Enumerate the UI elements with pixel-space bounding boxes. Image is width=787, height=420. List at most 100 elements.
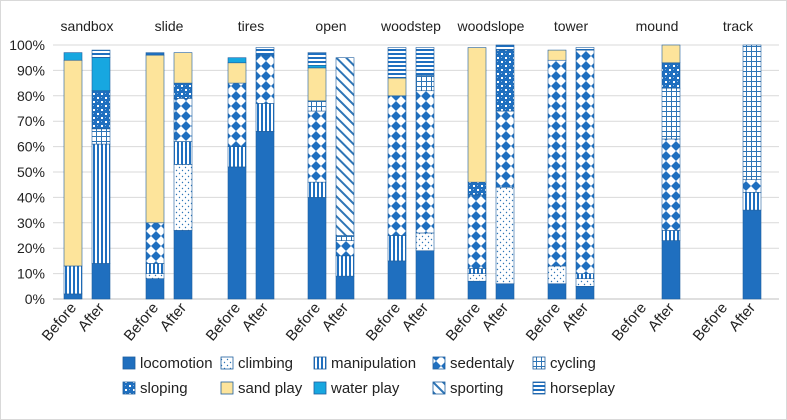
bar-segment xyxy=(173,164,193,231)
y-axis-ticks: 0% 10% 20% 30% 40% 50% 60% 70% 80% 90% 100% xyxy=(9,37,45,307)
category-label: After xyxy=(645,300,678,335)
bar-segment xyxy=(415,250,435,300)
bar-segment xyxy=(467,47,487,183)
group-label: slide xyxy=(155,18,184,34)
legend-swatch-sporting xyxy=(432,381,446,395)
group-label: tower xyxy=(554,18,589,34)
bar-segment xyxy=(91,263,111,300)
legend-label-climbing: climbing xyxy=(238,355,293,372)
bar-segment xyxy=(467,181,487,196)
bar-segment xyxy=(661,44,681,64)
bar-segment xyxy=(307,110,327,183)
bar-segment xyxy=(307,65,327,69)
category-label: Before xyxy=(443,300,484,345)
category-label: After xyxy=(157,300,190,335)
bar-segment xyxy=(547,265,567,285)
bar-segment xyxy=(227,82,247,147)
bar-segment xyxy=(467,280,487,300)
category-label: Before xyxy=(690,300,731,345)
legend-swatch-horseplay xyxy=(532,381,546,395)
bar-segment xyxy=(495,186,515,285)
y-tick-label: 20% xyxy=(17,240,45,256)
legend-label-sporting: sporting xyxy=(450,380,503,397)
y-tick-label: 80% xyxy=(17,88,45,104)
bar-segment xyxy=(227,62,247,84)
bar-segment xyxy=(495,49,515,112)
bar-segment xyxy=(145,273,165,279)
bar-segment xyxy=(63,293,83,300)
bar-segment xyxy=(742,209,762,300)
bars xyxy=(63,44,762,300)
legend-label-locomotion: locomotion xyxy=(140,355,213,372)
bar-segment xyxy=(415,232,435,252)
category-label: After xyxy=(399,300,432,335)
legend-swatch-sand-play xyxy=(220,381,234,395)
bar-segment xyxy=(467,194,487,269)
bar-segment xyxy=(335,240,355,257)
category-label: After xyxy=(726,300,759,335)
legend: locomotion climbing manipulation sedentaly c… xyxy=(122,355,616,397)
bar-segment xyxy=(547,49,567,61)
bar-segment xyxy=(335,235,355,241)
bar-segment xyxy=(547,59,567,267)
bar-segment xyxy=(742,179,762,193)
group-label: track xyxy=(723,18,754,34)
y-tick-label: 30% xyxy=(17,215,45,231)
bar-segment xyxy=(547,283,567,300)
bar-segment xyxy=(91,128,111,145)
bar-segment xyxy=(173,82,193,99)
bar-segment xyxy=(255,131,275,300)
group-label: woodstep xyxy=(380,18,441,34)
category-label: After xyxy=(239,300,272,335)
bar-segment xyxy=(307,67,327,102)
bar-segment xyxy=(742,192,762,211)
bar-segment xyxy=(661,87,681,140)
legend-swatch-cycling xyxy=(532,356,546,370)
bar-segment xyxy=(227,57,247,64)
bar-segment xyxy=(661,62,681,89)
legend-swatch-climbing xyxy=(220,356,234,370)
category-label: After xyxy=(559,300,592,335)
bar-segment xyxy=(575,285,595,300)
bar-segment xyxy=(307,52,327,66)
bar-segment xyxy=(63,59,83,267)
bar-segment xyxy=(91,49,111,59)
category-label: Before xyxy=(203,300,244,345)
bar-segment xyxy=(495,283,515,300)
bar-segment xyxy=(255,47,275,56)
bar-segment xyxy=(173,98,193,142)
y-tick-label: 70% xyxy=(17,113,45,129)
group-label: sandbox xyxy=(61,18,114,34)
legend-swatch-manipulation xyxy=(313,356,327,370)
bar-segment xyxy=(255,54,275,104)
legend-swatch-sedentaly xyxy=(432,356,446,370)
group-labels: sandbox slide tires open woodstep woodslope to… xyxy=(61,18,755,34)
y-tick-label: 60% xyxy=(17,139,45,155)
bar-segment xyxy=(227,146,247,168)
legend-label-horseplay: horseplay xyxy=(550,380,616,397)
legend-label-sedentaly: sedentaly xyxy=(450,355,515,372)
bar-segment xyxy=(63,52,83,61)
bar-segment xyxy=(495,110,515,188)
bar-segment xyxy=(335,275,355,300)
category-label: After xyxy=(479,300,512,335)
bar-segment xyxy=(415,90,435,234)
category-label: Before xyxy=(121,300,162,345)
bar-segment xyxy=(387,47,407,79)
bar-segment xyxy=(575,49,595,274)
bar-segment xyxy=(387,95,407,236)
category-label: Before xyxy=(523,300,564,345)
bar-segment xyxy=(575,273,595,279)
legend-label-water-play: water play xyxy=(330,380,400,397)
bar-segment xyxy=(387,235,407,262)
bar-segment xyxy=(173,230,193,300)
legend-label-manipulation: manipulation xyxy=(331,355,416,372)
category-label: After xyxy=(319,300,352,335)
legend-label-cycling: cycling xyxy=(550,355,596,372)
bar-segment xyxy=(145,222,165,264)
bar-segment xyxy=(661,240,681,300)
group-label: mound xyxy=(636,18,679,34)
bar-segment xyxy=(742,44,762,180)
